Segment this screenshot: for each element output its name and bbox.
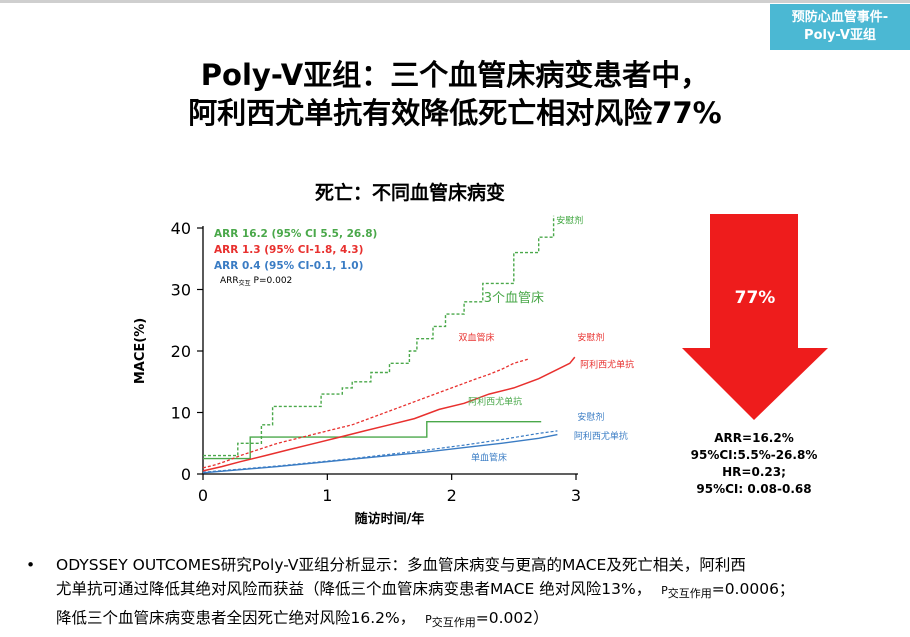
bullet-dot: •: [26, 556, 36, 574]
y-tick-label: 40: [171, 219, 191, 238]
legend-entry: ARR 0.4 (95% CI-0.1, 1.0): [214, 260, 363, 272]
series-line-1: [203, 215, 555, 457]
interaction-note-sub: 交互: [239, 279, 251, 287]
bullet-line2: 尤单抗可通过降低其绝对风险而获益（降低三个血管床病变患者MACE 绝对风险13%…: [56, 577, 886, 606]
p-sub-1: 交互作用: [667, 587, 712, 600]
curve-label: 3个血管床: [484, 291, 544, 306]
x-tick-label: 0: [198, 486, 208, 505]
y-tick-label: 30: [171, 281, 191, 300]
x-tick-label: 3: [571, 486, 581, 505]
p-value-2: =0.002）: [475, 609, 549, 627]
series-line-3: [202, 358, 529, 469]
y-axis-label: MACE(%): [133, 318, 148, 384]
bullet-text: ODYSSEY OUTCOMES研究Poly-V亚组分析显示：多血管床病变与更高…: [56, 553, 886, 635]
y-tick-label: 10: [171, 404, 191, 423]
section-tag-line2: Poly-V亚组: [804, 28, 876, 43]
bullet-line3: 降低三个血管床病变患者全因死亡绝对风险16.2%， P交互作用=0.002）: [56, 606, 886, 635]
y-tick-label: 0: [181, 465, 191, 484]
stat-hr-ci: 95%CI: 0.08-0.68: [696, 482, 812, 496]
stat-hr: HR=0.23;: [722, 465, 786, 479]
curve-label: 单血管床: [471, 451, 507, 463]
x-axis-label: 随访时间/年: [355, 511, 425, 527]
x-tick-label: 1: [322, 486, 332, 505]
curve-label: 阿利西尤单抗: [574, 430, 628, 442]
stats-box: ARR=16.2% 95%CI:5.5%-26.8% HR=0.23; 95%C…: [682, 430, 826, 498]
risk-reduction-percent: 77%: [734, 288, 776, 308]
legend-entry: ARR 16.2 (95% CI 5.5, 26.8): [214, 228, 377, 240]
p-sub-2: 交互作用: [431, 616, 476, 629]
interaction-note-main: ARR: [220, 276, 239, 286]
slide-title-line2: 阿利西尤单抗有效降低死亡相对风险77%: [188, 96, 722, 130]
x-tick-label: 2: [447, 486, 457, 505]
stat-arr: ARR=16.2%: [714, 431, 794, 445]
curve-label: 阿利西尤单抗: [580, 359, 634, 371]
reduction-arrow-icon: [682, 214, 828, 420]
slide-title: Poly-V亚组：三个血管床病变患者中， 阿利西尤单抗有效降低死亡相对风险77%: [0, 56, 910, 132]
curve-label: 安慰剂: [577, 332, 604, 344]
stat-arr-ci: 95%CI:5.5%-26.8%: [690, 448, 818, 462]
interaction-note-rest: P=0.002: [251, 276, 293, 286]
y-tick-label: 20: [171, 342, 191, 361]
curve-label: 阿利西尤单抗: [468, 396, 522, 408]
bullet-line1: ODYSSEY OUTCOMES研究Poly-V亚组分析显示：多血管床病变与更高…: [56, 556, 746, 574]
series-line-4: [202, 356, 576, 472]
bullet-line2-text: 尤单抗可通过降低其绝对风险而获益（降低三个血管床病变患者MACE 绝对风险13%…: [56, 580, 652, 598]
curve-label: 安慰剂: [577, 411, 604, 423]
top-border: [0, 0, 910, 3]
curve-label: 安慰剂: [556, 215, 583, 227]
section-tag-line1: 预防心血管事件-: [791, 10, 889, 25]
curve-label: 双血管床: [459, 332, 495, 344]
p-label-1: P: [661, 584, 668, 597]
bullet-line3-text: 降低三个血管床病变患者全因死亡绝对风险16.2%，: [56, 609, 416, 627]
interaction-note: ARR交互 P=0.002: [220, 276, 292, 287]
slide-title-line1: Poly-V亚组：三个血管床病变患者中，: [200, 58, 710, 92]
series-line-6: [202, 433, 558, 474]
p-value-1: =0.0006；: [711, 580, 795, 598]
p-label-2: P: [425, 613, 432, 626]
chart-title: 死亡：不同血管床病变: [314, 182, 505, 204]
section-tag: 预防心血管事件- Poly-V亚组: [770, 4, 910, 50]
legend-entry: ARR 1.3 (95% CI-1.8, 4.3): [214, 244, 363, 256]
